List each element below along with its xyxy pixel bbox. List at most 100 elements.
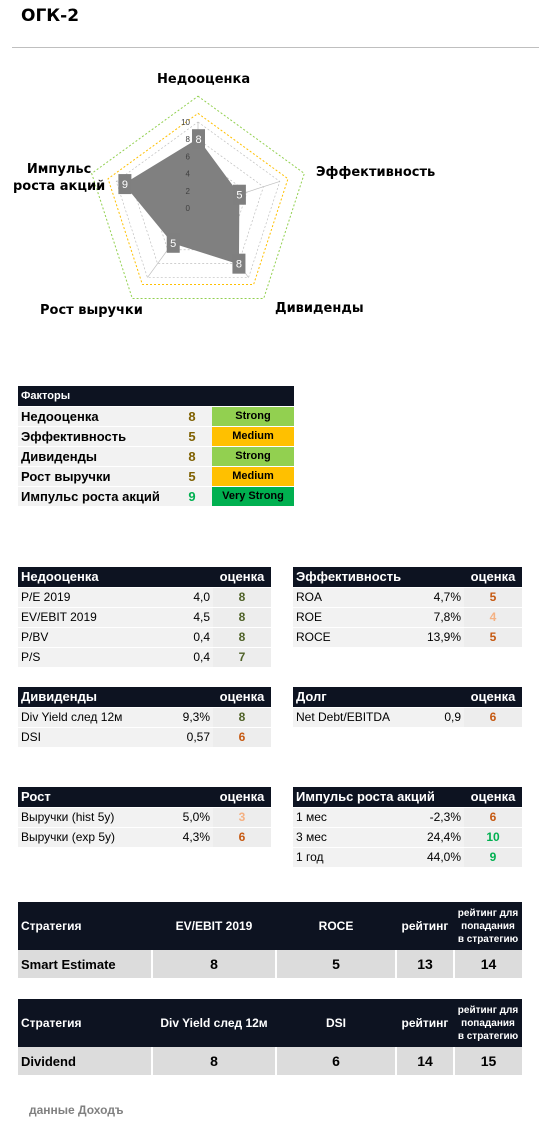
radar-grid-ring	[115, 121, 281, 278]
metric-value: 0,4	[170, 647, 213, 668]
metric-name: ROE	[293, 607, 380, 628]
factor-row: Недооценка 8 Strong	[18, 406, 294, 427]
metric-score: 6	[213, 827, 271, 848]
table-row: P/E 2019 4,0 8	[18, 587, 271, 608]
strategy-header-row: Стратегия EV/EBIT 2019 ROCE рейтинг рейтинг …	[18, 902, 522, 950]
table-row: 3 мес 24,4% 10	[293, 827, 522, 848]
strategy-metric1-header: Div Yield след 12м	[152, 999, 276, 1047]
metric-score: 8	[213, 587, 271, 608]
factor-strength-badge: Medium	[212, 466, 294, 487]
factor-name: Эффективность	[18, 426, 172, 447]
strategy-threshold: 15	[453, 1047, 522, 1075]
metric-value: 4,7%	[379, 587, 464, 608]
metric-name: Div Yield след 12м	[18, 707, 167, 728]
table-header-row: Недооценка оценка	[18, 567, 271, 588]
table-header-row: Долг оценка	[293, 687, 522, 708]
metric-value: 0,9	[432, 707, 464, 728]
radar-value-box	[166, 232, 180, 253]
factor-strength-badge: Strong	[212, 406, 294, 427]
metric-name: P/S	[18, 647, 171, 668]
radar-label-efficiency: Эффективность	[316, 165, 436, 180]
radar-threshold-ring	[91, 95, 305, 299]
score-column-header: оценка	[213, 787, 271, 808]
metric-score: 4	[464, 607, 522, 628]
radar-value-label: 5	[236, 190, 242, 202]
radar-scale-tick: 10	[181, 118, 190, 127]
score-column-header: оценка	[213, 687, 271, 708]
table-row: P/S 0,4 7	[18, 647, 271, 668]
factor-row: Импульс роста акций 9 Very Strong	[18, 486, 294, 507]
strategy-metric2-header: DSI	[276, 999, 396, 1047]
table-row: DSI 0,57 6	[18, 727, 271, 748]
strategy-header: Стратегия	[18, 999, 152, 1047]
strategy-metric1-score: 8	[151, 950, 276, 978]
table-header-row: Дивиденды оценка	[18, 687, 271, 708]
undervaluation-table: Недооценка оценка P/E 2019 4,0 8 EV/EBIT 2019…	[18, 567, 271, 668]
metric-value: 4,3%	[164, 827, 213, 848]
strategy-name: Smart Estimate	[18, 950, 152, 978]
table-row: 1 год 44,0% 9	[293, 847, 522, 868]
radar-scale-tick: 8	[186, 135, 191, 144]
metric-name: Выручки (exp 5y)	[18, 827, 165, 848]
factors-header: Факторы	[18, 386, 294, 407]
radar-scale-tick: 4	[186, 170, 191, 179]
metric-score: 7	[213, 647, 271, 668]
table-row: Div Yield след 12м 9,3% 8	[18, 707, 271, 728]
title-divider	[12, 47, 539, 48]
radar-label-momentum-line1: Импульс	[26, 162, 92, 177]
radar-data-area	[123, 138, 240, 265]
strategy-header-row: Стратегия Div Yield след 12м DSI рейтинг рей…	[18, 999, 522, 1047]
radar-value-box	[232, 253, 246, 274]
factors-header-row: Факторы	[18, 386, 294, 407]
radar-value-label: 8	[195, 134, 201, 146]
strategy-metric2-score: 6	[275, 1047, 396, 1075]
radar-label-dividends: Дивиденды	[275, 301, 364, 316]
radar-label-momentum-line2: роста акций	[13, 179, 106, 194]
metric-value: 4,0	[170, 587, 213, 608]
strategy-metric1-header: EV/EBIT 2019	[152, 902, 276, 950]
growth-table: Рост оценка Выручки (hist 5y) 5,0% 3 Выручки …	[18, 787, 271, 848]
table-title: Дивиденды	[18, 687, 213, 708]
factor-name: Недооценка	[18, 406, 172, 427]
strategy-metric2-header: ROCE	[276, 902, 396, 950]
metric-name: DSI	[18, 727, 167, 748]
metric-score: 9	[464, 847, 522, 868]
metric-name: P/BV	[18, 627, 171, 648]
metric-name: Выручки (hist 5y)	[18, 807, 165, 828]
table-row: ROCE 13,9% 5	[293, 627, 522, 648]
table-title: Эффективность	[293, 567, 464, 588]
metric-score: 6	[464, 807, 522, 828]
metric-score: 8	[213, 707, 271, 728]
metric-name: 1 мес	[293, 807, 376, 828]
score-column-header: оценка	[464, 567, 522, 588]
metric-value: 0,57	[166, 727, 213, 748]
metric-value: -2,3%	[375, 807, 464, 828]
factor-strength-badge: Very Strong	[212, 486, 294, 507]
factor-name: Импульс роста акций	[18, 486, 172, 507]
strategy-rating: 13	[395, 950, 454, 978]
table-row: EV/EBIT 2019 4,5 8	[18, 607, 271, 628]
factor-row: Дивиденды 8 Strong	[18, 446, 294, 467]
metric-name: 1 год	[293, 847, 376, 868]
table-header-row: Рост оценка	[18, 787, 271, 808]
factor-strength-badge: Strong	[212, 446, 294, 467]
factor-score: 8	[172, 446, 212, 467]
radar-scale-tick: 0	[186, 204, 191, 213]
strategy-threshold-header: рейтинг для попадания в стратегию	[454, 902, 522, 950]
metric-name: ROCE	[293, 627, 380, 648]
metric-value: 13,9%	[379, 627, 464, 648]
score-column-header: оценка	[464, 687, 522, 708]
metric-score: 8	[213, 627, 271, 648]
metric-value: 24,4%	[375, 827, 464, 848]
radar-scale-tick: 6	[186, 152, 191, 161]
metric-score: 6	[464, 707, 522, 728]
metric-name: P/E 2019	[18, 587, 171, 608]
metric-score: 5	[464, 627, 522, 648]
factor-row: Рост выручки 5 Medium	[18, 466, 294, 487]
momentum-table: Импульс роста акций оценка 1 мес -2,3% 6 3 ме…	[293, 787, 522, 868]
table-row: Net Debt/EBITDA 0,9 6	[293, 707, 522, 728]
radar-threshold-ring	[107, 112, 289, 286]
factor-row: Эффективность 5 Medium	[18, 426, 294, 447]
radar-chart: 10 8 6 4 2 0 8 5 8 5 9 Недооценка Эффективность Ди…	[0, 60, 553, 330]
